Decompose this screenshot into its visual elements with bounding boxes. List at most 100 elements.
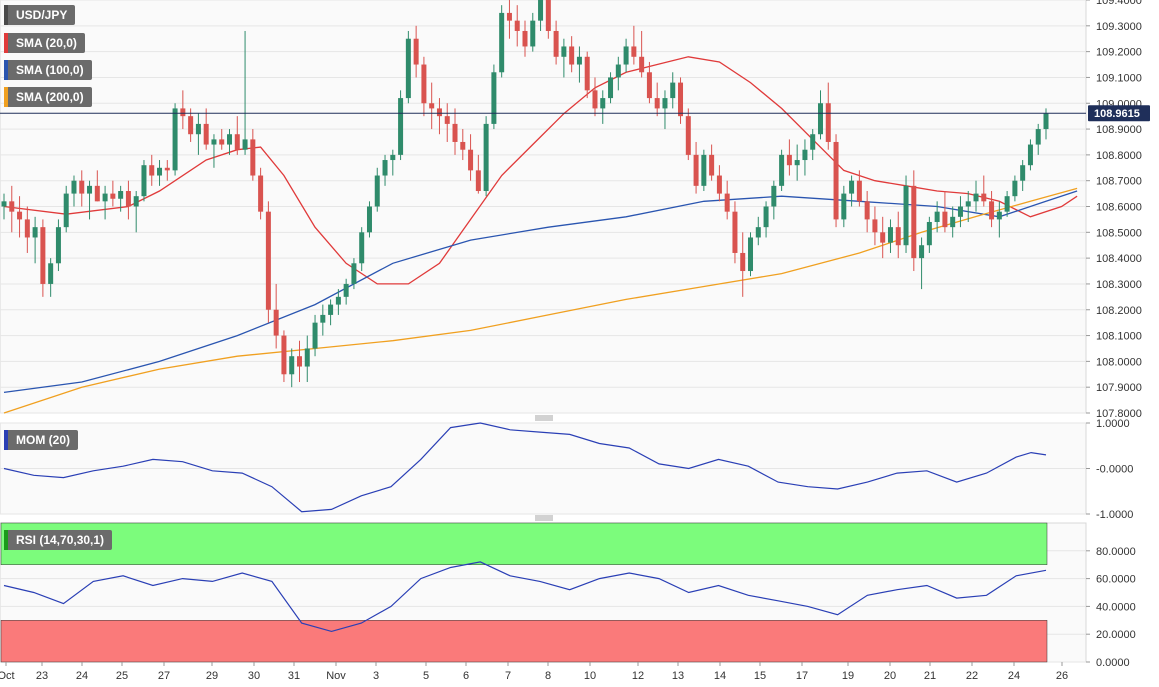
candle-body <box>125 191 131 207</box>
mom-line <box>3 422 1047 513</box>
legend-sma100[interactable]: SMA (100,0) <box>4 60 92 80</box>
candle-body <box>646 72 652 99</box>
price-tick-label: 108.0000 <box>1096 356 1142 368</box>
time-axis: Oct 23 24 25 27 29 30 31 Nov 3 5 6 7 8 10 12 13 14 15 17 19 2… <box>0 662 1068 682</box>
legend-sma200-label: SMA (200,0) <box>16 90 84 104</box>
candle-body <box>258 175 264 212</box>
price-tick-label: 108.6000 <box>1096 202 1142 214</box>
legend-sma20-label: SMA (20,0) <box>16 36 77 50</box>
candle-body <box>374 175 380 207</box>
candle-body <box>732 211 738 253</box>
candle-body <box>234 134 240 150</box>
x-tick-label: 3 <box>373 670 379 682</box>
candle-body <box>716 175 722 194</box>
rsi-line <box>3 561 1047 633</box>
candle-body <box>491 72 497 124</box>
candle-body <box>55 227 61 264</box>
candle-body <box>693 154 699 186</box>
candle-body <box>265 211 271 310</box>
x-tick-label: 10 <box>584 670 596 682</box>
x-tick-label: 7 <box>505 670 511 682</box>
candle-body <box>1 201 7 207</box>
price-tick-label: 108.5000 <box>1096 227 1142 239</box>
candle-body <box>1027 144 1033 166</box>
candle-body <box>382 160 388 176</box>
price-tick-label: 109.4000 <box>1096 0 1142 7</box>
candle-body <box>405 38 411 99</box>
candle-body <box>981 193 987 202</box>
candle-body <box>576 56 582 65</box>
candle-body <box>17 211 23 220</box>
candle-body <box>654 98 660 109</box>
candle-body <box>810 134 816 150</box>
x-tick-label: Oct <box>0 670 15 682</box>
x-tick-label: 8 <box>545 670 551 682</box>
candle-body <box>849 180 855 194</box>
price-tick-label: 108.9000 <box>1096 124 1142 136</box>
candle-body <box>436 108 442 117</box>
x-tick-label: 20 <box>884 670 896 682</box>
candle-body <box>872 219 878 233</box>
candle-body <box>514 20 520 31</box>
candle-body <box>180 108 186 117</box>
candle-body <box>794 160 800 166</box>
candle-body <box>1004 196 1010 212</box>
legend-sma20-swatch <box>4 33 8 53</box>
candle-body <box>771 185 777 207</box>
candle-body <box>670 82 676 99</box>
x-tick-label: 14 <box>714 670 726 682</box>
candle-body <box>608 77 614 99</box>
candle-body <box>623 46 629 65</box>
candle-body <box>296 356 302 367</box>
legend-sma200[interactable]: SMA (200,0) <box>4 87 92 107</box>
candle-body <box>24 219 30 238</box>
x-tick-label: 12 <box>632 670 644 682</box>
candle-body <box>926 221 932 246</box>
x-tick-label: 25 <box>116 670 128 682</box>
candle-body <box>919 245 925 259</box>
candle-body <box>118 191 124 199</box>
candle-body <box>763 206 769 228</box>
x-tick-label: 24 <box>76 670 88 682</box>
x-tick-label: 29 <box>206 670 218 682</box>
candle-body <box>63 193 69 228</box>
candle-body <box>133 196 139 207</box>
candle-body <box>328 304 334 315</box>
legend-sma20[interactable]: SMA (20,0) <box>4 33 85 53</box>
candle-body <box>639 56 645 73</box>
candle-body <box>79 180 85 194</box>
candle-body <box>188 116 194 135</box>
candle-body <box>989 201 995 220</box>
pane-splitters[interactable] <box>535 415 553 521</box>
price-tick-label: 108.2000 <box>1096 305 1142 317</box>
candle-body <box>413 38 419 65</box>
candle-body <box>390 154 396 161</box>
candle-body <box>506 12 512 21</box>
legend-rsi[interactable]: RSI (14,70,30,1) <box>4 530 113 550</box>
candle-body <box>312 322 318 349</box>
candle-body <box>748 237 754 272</box>
candle-body <box>429 103 435 109</box>
candle-body <box>740 252 746 272</box>
candle-body <box>195 123 201 135</box>
candle-body <box>911 185 917 259</box>
candle-body <box>164 167 170 171</box>
price-tick-label: 108.7000 <box>1096 176 1142 188</box>
candle-body <box>304 348 310 367</box>
legend-mom-label: MOM (20) <box>16 433 70 447</box>
candle-body <box>211 139 217 145</box>
price-tick-label: 109.3000 <box>1096 21 1142 33</box>
legend-mom[interactable]: MOM (20) <box>4 430 78 450</box>
x-tick-label: 26 <box>1056 670 1068 682</box>
candle-body <box>1012 180 1018 197</box>
candle-body <box>250 139 256 176</box>
legend-usdjpy[interactable]: USD/JPY <box>4 5 76 25</box>
candle-body <box>94 185 100 202</box>
x-tick-label: 23 <box>36 670 48 682</box>
candle-body <box>779 154 785 186</box>
candle-body <box>1020 165 1026 181</box>
candle-body <box>40 227 46 284</box>
candle-body <box>965 201 971 207</box>
candle-body <box>32 227 38 238</box>
candle-body <box>553 30 559 57</box>
